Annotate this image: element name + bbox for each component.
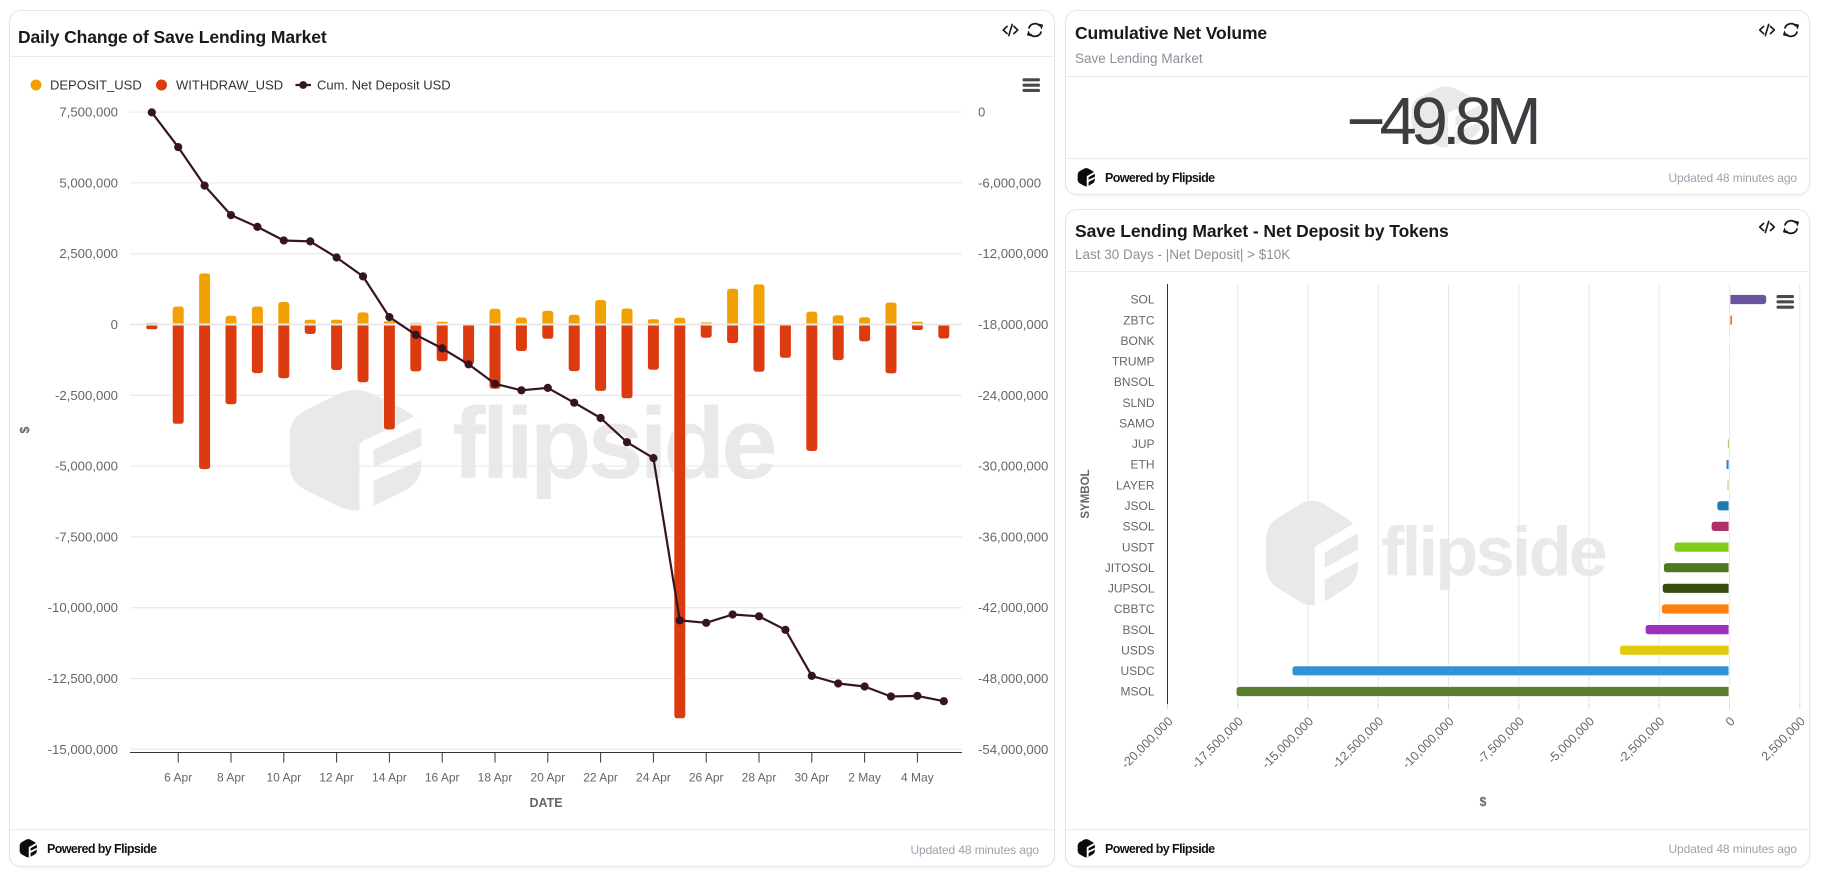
svg-text:BSOL: BSOL <box>1122 623 1154 637</box>
svg-text:JSOL: JSOL <box>1124 499 1154 513</box>
svg-text:26 Apr: 26 Apr <box>689 771 724 785</box>
svg-text:ETH: ETH <box>1131 458 1155 472</box>
svg-text:12 Apr: 12 Apr <box>319 771 354 785</box>
svg-text:WITHDRAW_USD: WITHDRAW_USD <box>176 78 283 93</box>
svg-text:8 Apr: 8 Apr <box>217 771 245 785</box>
svg-text:JITOSOL: JITOSOL <box>1105 561 1155 575</box>
svg-text:-2,500,000: -2,500,000 <box>1615 714 1667 766</box>
svg-text:-17,500,000: -17,500,000 <box>1189 714 1246 771</box>
svg-text:-10,000,000: -10,000,000 <box>1400 714 1457 771</box>
svg-text:SLND: SLND <box>1122 396 1154 410</box>
svg-text:-42,000,000: -42,000,000 <box>978 600 1048 615</box>
svg-text:USDS: USDS <box>1121 643 1154 657</box>
svg-text:7,500,000: 7,500,000 <box>59 105 118 120</box>
svg-text:0: 0 <box>111 317 118 332</box>
svg-text:-24,000,000: -24,000,000 <box>978 388 1048 403</box>
svg-text:-36,000,000: -36,000,000 <box>978 529 1048 544</box>
svg-text:$: $ <box>18 426 32 433</box>
svg-text:6 Apr: 6 Apr <box>164 771 192 785</box>
svg-text:SAMO: SAMO <box>1119 417 1154 431</box>
svg-text:SSOL: SSOL <box>1122 520 1154 534</box>
svg-text:TRUMP: TRUMP <box>1112 355 1155 369</box>
svg-text:−49.8M: −49.8M <box>1346 84 1537 159</box>
svg-text:CBBTC: CBBTC <box>1114 602 1155 616</box>
svg-text:SYMBOL: SYMBOL <box>1080 469 1092 518</box>
svg-text:4 May: 4 May <box>901 771 934 785</box>
svg-text:-7,500,000: -7,500,000 <box>1475 714 1527 766</box>
svg-text:$: $ <box>1480 795 1487 809</box>
svg-text:-48,000,000: -48,000,000 <box>978 671 1048 686</box>
svg-text:-7,500,000: -7,500,000 <box>55 529 118 544</box>
svg-text:0: 0 <box>1723 714 1738 729</box>
svg-text:14 Apr: 14 Apr <box>372 771 407 785</box>
svg-text:18 Apr: 18 Apr <box>478 771 513 785</box>
svg-text:16 Apr: 16 Apr <box>425 771 460 785</box>
svg-text:-18,000,000: -18,000,000 <box>978 317 1048 332</box>
svg-text:-5,000,000: -5,000,000 <box>1545 714 1597 766</box>
svg-text:-20,000,000: -20,000,000 <box>1119 714 1176 771</box>
svg-text:flipside: flipside <box>452 388 774 500</box>
svg-text:-12,500,000: -12,500,000 <box>48 671 118 686</box>
svg-text:-54,000,000: -54,000,000 <box>978 742 1048 757</box>
svg-text:-6,000,000: -6,000,000 <box>978 175 1041 190</box>
svg-text:5,000,000: 5,000,000 <box>59 175 118 190</box>
svg-text:USDT: USDT <box>1122 540 1155 554</box>
svg-text:Cum. Net Deposit USD: Cum. Net Deposit USD <box>317 78 451 93</box>
svg-text:-2,500,000: -2,500,000 <box>55 388 118 403</box>
svg-text:0: 0 <box>978 105 985 120</box>
svg-text:2 May: 2 May <box>848 771 881 785</box>
svg-text:28 Apr: 28 Apr <box>742 771 777 785</box>
svg-text:-15,000,000: -15,000,000 <box>1259 714 1316 771</box>
svg-text:-10,000,000: -10,000,000 <box>48 600 118 615</box>
svg-text:flipside: flipside <box>1381 513 1606 591</box>
svg-text:22 Apr: 22 Apr <box>583 771 618 785</box>
svg-text:2,500,000: 2,500,000 <box>1759 714 1808 763</box>
svg-text:-12,000,000: -12,000,000 <box>978 246 1048 261</box>
svg-text:DEPOSIT_USD: DEPOSIT_USD <box>50 78 142 93</box>
svg-text:-30,000,000: -30,000,000 <box>978 459 1048 474</box>
svg-text:SOL: SOL <box>1130 293 1154 307</box>
svg-text:30 Apr: 30 Apr <box>794 771 829 785</box>
svg-text:LAYER: LAYER <box>1116 478 1155 492</box>
svg-text:20 Apr: 20 Apr <box>530 771 565 785</box>
svg-text:ZBTC: ZBTC <box>1123 313 1155 327</box>
svg-text:USDC: USDC <box>1120 664 1154 678</box>
svg-text:2,500,000: 2,500,000 <box>59 246 118 261</box>
svg-text:BNSOL: BNSOL <box>1114 375 1155 389</box>
svg-text:24 Apr: 24 Apr <box>636 771 671 785</box>
svg-text:10 Apr: 10 Apr <box>266 771 301 785</box>
svg-text:JUPSOL: JUPSOL <box>1108 582 1155 596</box>
svg-text:BONK: BONK <box>1120 334 1154 348</box>
svg-text:DATE: DATE <box>529 796 562 810</box>
svg-text:-5,000,000: -5,000,000 <box>55 459 118 474</box>
svg-text:JUP: JUP <box>1132 437 1155 451</box>
svg-text:MSOL: MSOL <box>1120 685 1154 699</box>
svg-text:-12,500,000: -12,500,000 <box>1329 714 1386 771</box>
svg-text:-15,000,000: -15,000,000 <box>48 742 118 757</box>
